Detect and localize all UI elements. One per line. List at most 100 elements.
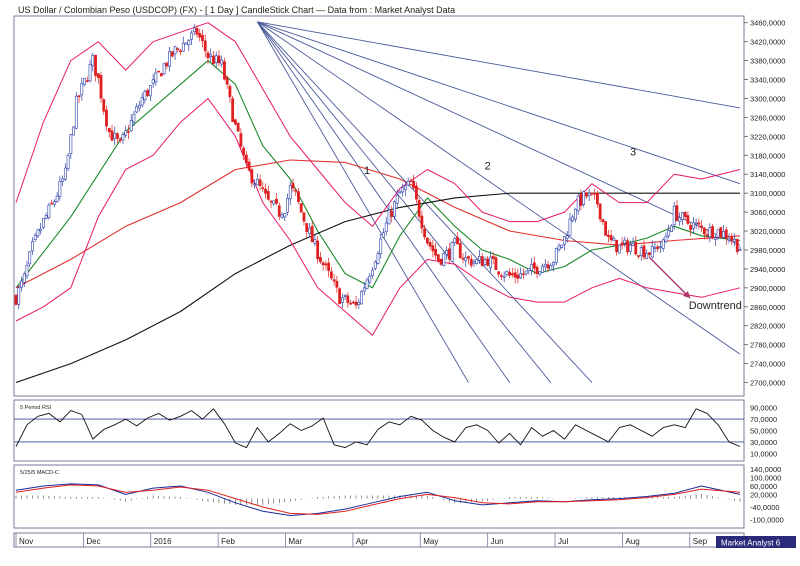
- x-tick-label: Jul: [558, 537, 568, 546]
- candle-body: [242, 147, 246, 156]
- candle-body: [264, 188, 267, 194]
- candle-body: [456, 237, 459, 245]
- candle-body: [681, 212, 684, 221]
- candle-body: [305, 223, 309, 232]
- candle-body: [319, 256, 322, 263]
- candle-body: [346, 295, 350, 303]
- candle-body: [231, 98, 235, 122]
- candle-body: [406, 180, 410, 186]
- candle-body: [711, 226, 714, 239]
- candle-body: [494, 257, 498, 271]
- candle-body: [634, 242, 638, 255]
- candle-body: [107, 128, 111, 132]
- price-tick-label: 2900,0000: [750, 284, 785, 293]
- candle-body: [722, 231, 725, 238]
- candle-body: [77, 95, 81, 98]
- candle-body: [579, 193, 583, 206]
- candle-body: [738, 249, 742, 252]
- candle-body: [72, 126, 75, 136]
- price-panel-frame: [13, 15, 745, 397]
- candle-body: [176, 48, 180, 50]
- candle-body: [96, 73, 100, 78]
- candle-body: [228, 85, 232, 98]
- moving-average-line: [15, 192, 740, 384]
- bollinger-upper-band: [15, 22, 741, 227]
- candle-body: [88, 63, 92, 82]
- candle-body: [351, 301, 355, 304]
- moving-average-line: [15, 159, 741, 289]
- candle-body: [664, 236, 668, 242]
- x-tick-label: Nov: [19, 537, 33, 546]
- candle-body: [639, 247, 643, 256]
- rsi-axis: 90,0000 70,0000 50,0000 30,0000 10,0000: [750, 404, 777, 459]
- candle-body: [146, 90, 150, 96]
- price-tick-label: 2740,0000: [750, 360, 785, 369]
- macd-lines: [15, 483, 741, 516]
- candle-body: [439, 258, 443, 265]
- candle-body: [138, 104, 141, 109]
- candle-body: [667, 229, 671, 237]
- candle-body: [302, 212, 306, 222]
- price-tick-label: 3100,0000: [750, 189, 785, 198]
- candle-body: [22, 273, 26, 283]
- candle-body: [587, 192, 591, 196]
- candle-body: [329, 271, 333, 279]
- candle-body: [659, 246, 662, 248]
- candle-body: [165, 62, 169, 67]
- candle-body: [17, 287, 21, 305]
- candle-body: [524, 270, 528, 275]
- candle-body: [275, 198, 278, 204]
- candle-body: [642, 245, 646, 258]
- candle-body: [598, 203, 602, 220]
- candle-body: [483, 259, 487, 265]
- candle-body: [266, 191, 270, 200]
- price-tick-label: 3220,0000: [750, 132, 785, 141]
- candle-body: [653, 247, 657, 249]
- candle-body: [42, 218, 45, 228]
- candle-body: [686, 215, 690, 224]
- candle-body: [360, 291, 363, 305]
- candle-body: [458, 243, 462, 259]
- candle-body: [338, 288, 342, 305]
- candle-body: [253, 183, 256, 185]
- candle-body: [272, 200, 276, 205]
- candle-body: [574, 208, 577, 220]
- candle-body: [291, 183, 295, 189]
- candle-body: [192, 27, 196, 32]
- candle-body: [321, 262, 325, 266]
- candle-body: [450, 242, 454, 262]
- candle-body: [557, 245, 561, 250]
- candle-body: [393, 201, 396, 217]
- rsi-tick-label: 30,0000: [750, 438, 777, 447]
- candle-body: [80, 83, 84, 96]
- candle-body: [398, 191, 402, 194]
- price-tick-label: 3340,0000: [750, 76, 785, 85]
- downtrend-arrow-head: [683, 291, 690, 298]
- candle-body: [94, 54, 97, 76]
- candle-body: [508, 271, 512, 276]
- chart-title: US Dollar / Colombian Peso (USDCOP) (FX)…: [18, 5, 455, 15]
- candle-body: [39, 228, 43, 232]
- candle-body: [727, 238, 731, 241]
- candle-body: [203, 40, 207, 52]
- macd-tick-label: -40,0000: [750, 503, 780, 512]
- candle-body: [538, 271, 542, 275]
- candle-body: [733, 238, 736, 242]
- candle-body: [423, 228, 427, 238]
- price-tick-label: 3460,0000: [750, 19, 785, 28]
- candle-body: [716, 229, 720, 238]
- candle-body: [576, 195, 580, 212]
- price-axis: 3460,0000 3420,0000 3380,0000 3340,0000 3300…: [744, 19, 785, 388]
- candle-body: [546, 264, 550, 269]
- candle-body: [689, 225, 693, 231]
- candle-body: [609, 235, 613, 241]
- candle-body: [50, 202, 54, 205]
- rsi-tick-label: 10,0000: [750, 449, 777, 458]
- candle-body: [102, 99, 106, 112]
- candle-body: [593, 192, 597, 195]
- candle-body: [233, 119, 237, 125]
- candle-body: [269, 200, 273, 203]
- bollinger-bands: [15, 22, 741, 336]
- x-tick-label: Sep: [693, 537, 708, 546]
- candle-body: [376, 253, 380, 264]
